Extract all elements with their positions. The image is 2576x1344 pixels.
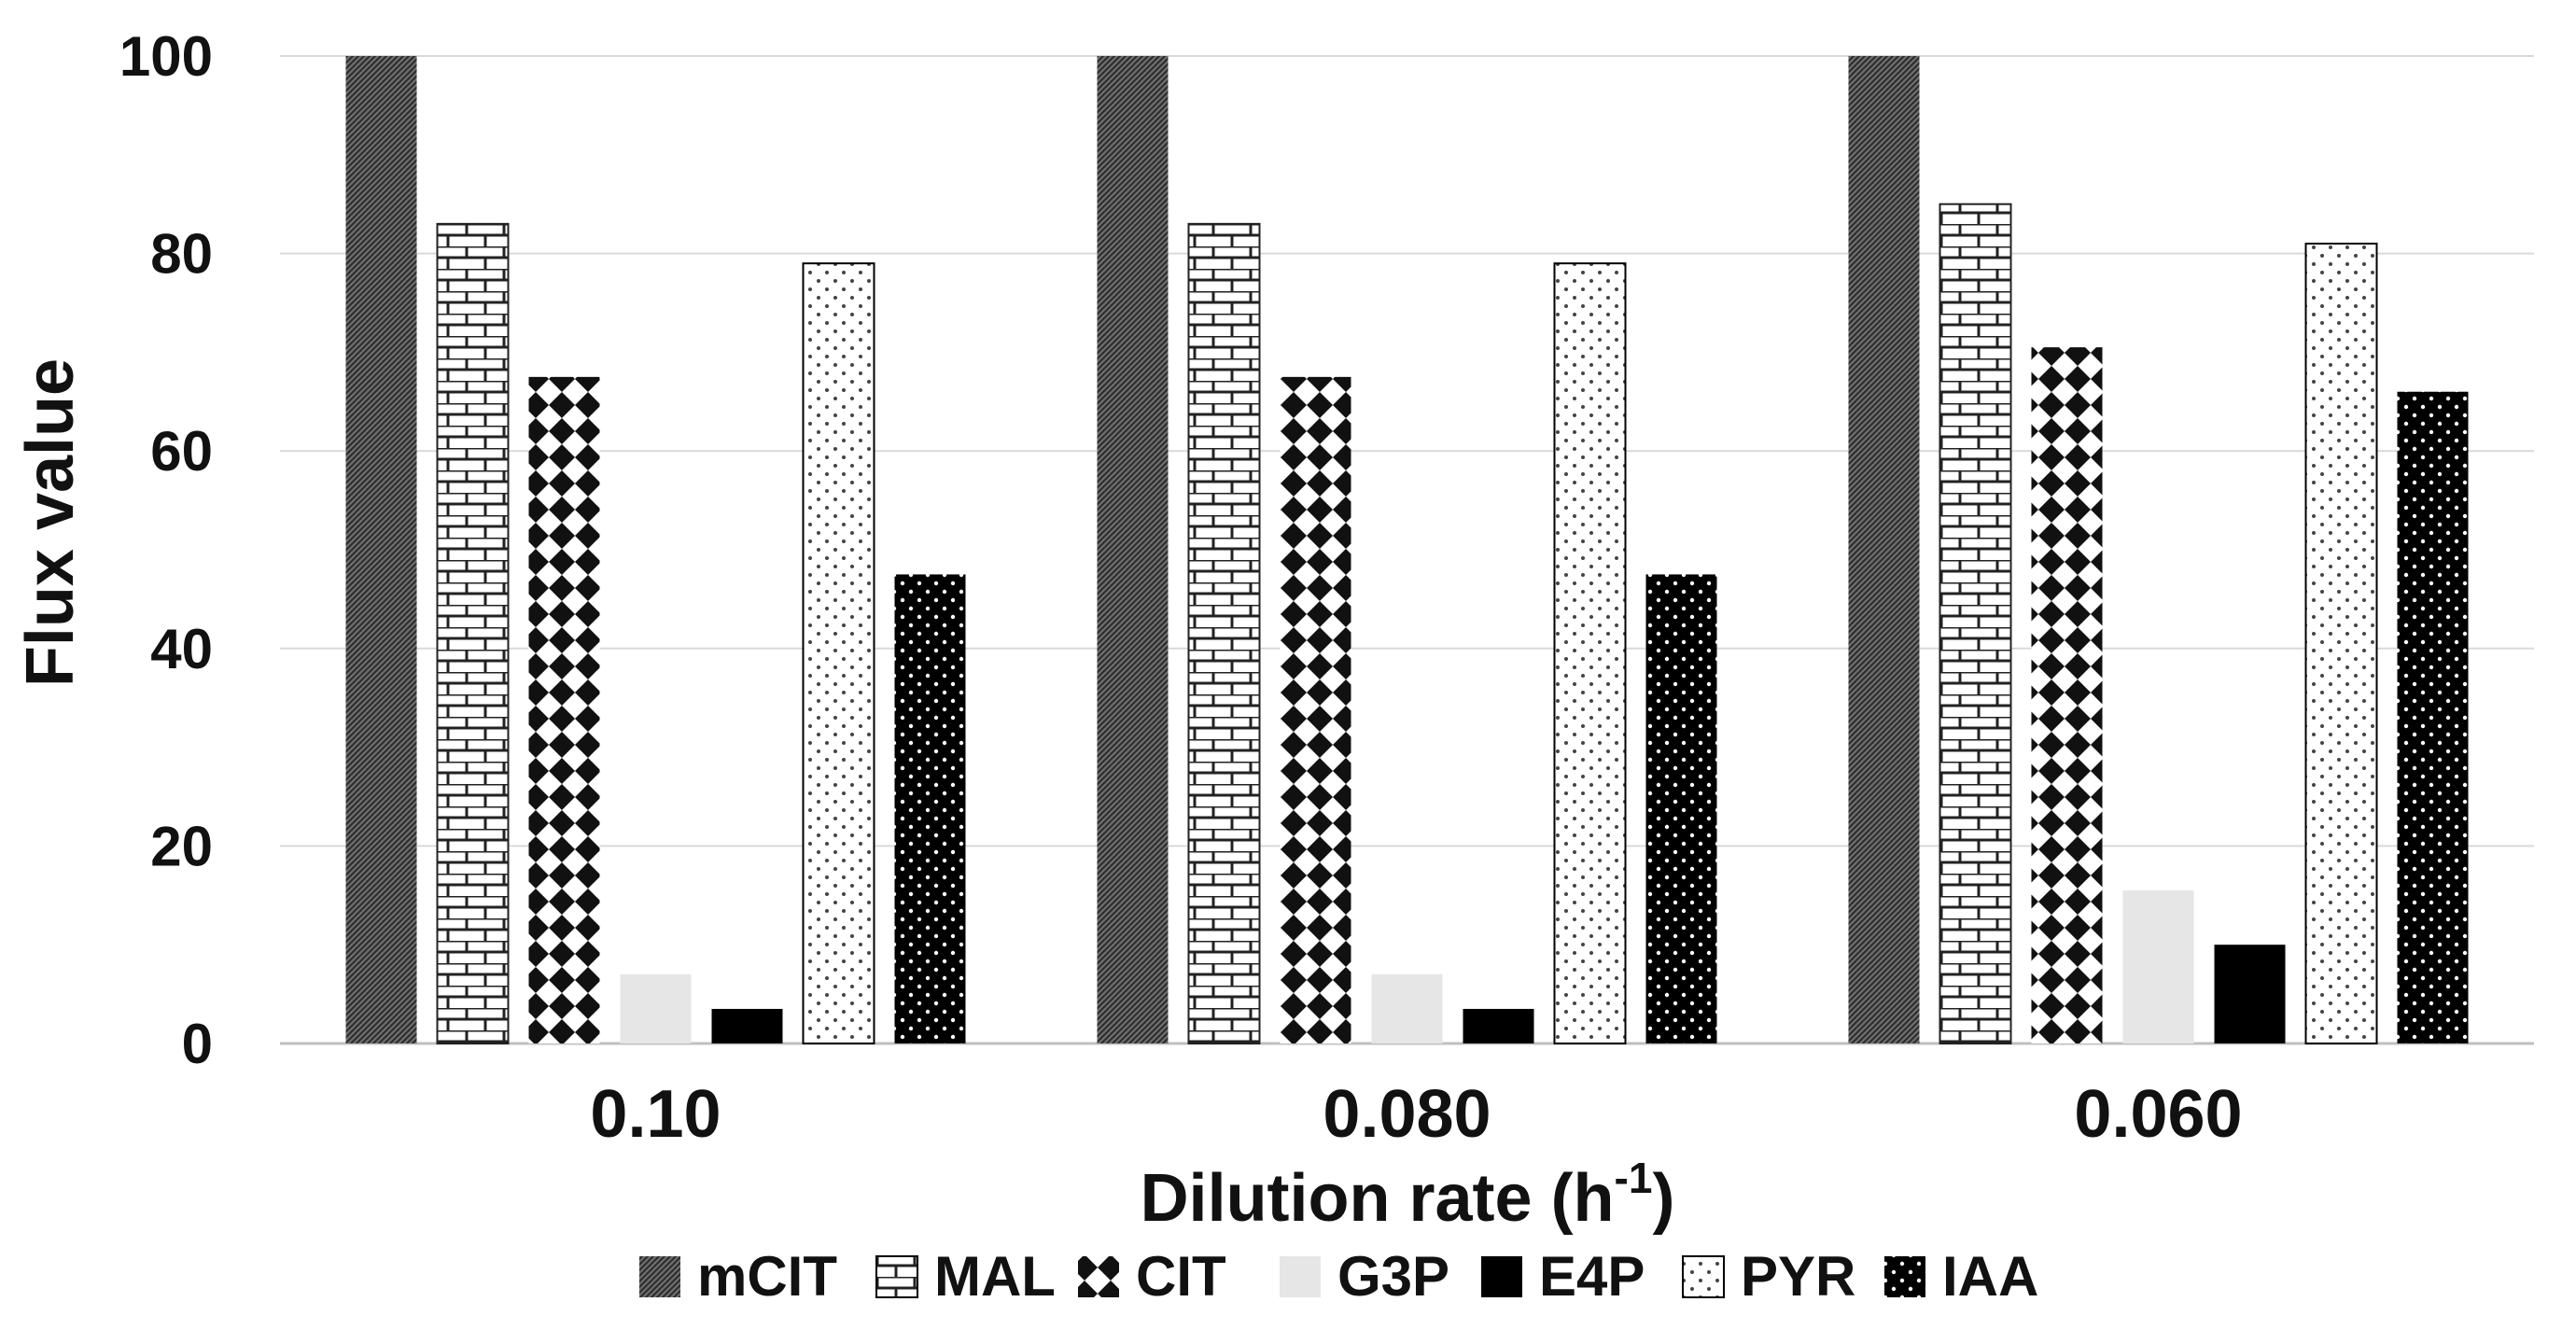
x-axis-title-superscript: -1	[1615, 1154, 1653, 1202]
legend-label-cit: CIT	[1136, 1245, 1226, 1308]
legend-swatch-iaa	[1884, 1256, 1925, 1297]
bar-pyr-0.080	[1553, 262, 1627, 1044]
bar-g3p-0.10	[620, 973, 692, 1043]
x-category-label: 0.060	[2074, 1077, 2242, 1152]
legend-label-iaa: IAA	[1942, 1245, 2038, 1308]
category-labels: 0.10 0.080 0.060	[590, 1077, 2242, 1152]
y-tick-labels: 0 20 40 60 80 100	[119, 25, 213, 1075]
legend-swatch-cit	[1078, 1256, 1119, 1297]
legend-swatch-g3p	[1280, 1256, 1321, 1297]
legend: mCIT MAL CIT G3P E4P PYR IAA	[639, 1245, 2038, 1308]
bar-e4p-0.060	[2214, 945, 2286, 1043]
legend-swatch-pyr	[1682, 1255, 1725, 1298]
legend-swatch-mcit	[639, 1256, 680, 1297]
y-tick-label: 100	[119, 25, 213, 88]
bar-g3p-0.080	[1371, 973, 1443, 1043]
bar-mal-0.060	[1939, 203, 2012, 1044]
legend-label-mcit: mCIT	[697, 1245, 837, 1308]
x-category-label: 0.080	[1323, 1077, 1491, 1152]
y-tick-label: 40	[150, 618, 213, 680]
bar-cit-0.080	[1280, 376, 1351, 1044]
bar-mcit-0.060	[1848, 56, 1920, 1043]
y-tick-label: 80	[150, 223, 213, 286]
x-category-label: 0.10	[590, 1077, 721, 1152]
bar-mcit-0.10	[345, 56, 417, 1043]
legend-swatch-e4p	[1481, 1256, 1522, 1297]
x-axis-title-main: Dilution rate (h	[1141, 1161, 1615, 1236]
bar-cit-0.10	[528, 376, 600, 1044]
bar-pyr-0.060	[2304, 243, 2378, 1044]
x-axis-title-close: )	[1652, 1161, 1674, 1236]
gridlines	[280, 55, 2534, 1045]
bar-mcit-0.080	[1097, 56, 1169, 1043]
bar-e4p-0.10	[711, 1008, 783, 1043]
bar-iaa-0.060	[2397, 391, 2469, 1044]
bar-mal-0.10	[436, 222, 510, 1045]
bar-iaa-0.10	[894, 574, 966, 1043]
bar-e4p-0.080	[1463, 1008, 1534, 1043]
bar-pyr-0.10	[802, 262, 875, 1044]
legend-label-pyr: PYR	[1741, 1245, 1855, 1308]
y-tick-label: 20	[150, 815, 213, 877]
x-axis-title: Dilution rate (h-1)	[1141, 1154, 1675, 1236]
y-tick-label: 60	[150, 420, 213, 483]
legend-label-mal: MAL	[934, 1245, 1056, 1308]
bar-cit-0.060	[2031, 347, 2103, 1043]
bar-g3p-0.060	[2122, 890, 2194, 1043]
legend-swatch-mal	[875, 1255, 918, 1298]
y-axis-title: Flux value	[13, 358, 88, 687]
bar-iaa-0.080	[1645, 574, 1717, 1043]
bar-mal-0.080	[1187, 222, 1261, 1045]
y-tick-label: 0	[182, 1013, 213, 1075]
bars	[345, 56, 2469, 1045]
legend-label-e4p: E4P	[1539, 1245, 1645, 1308]
legend-label-g3p: G3P	[1337, 1245, 1449, 1308]
